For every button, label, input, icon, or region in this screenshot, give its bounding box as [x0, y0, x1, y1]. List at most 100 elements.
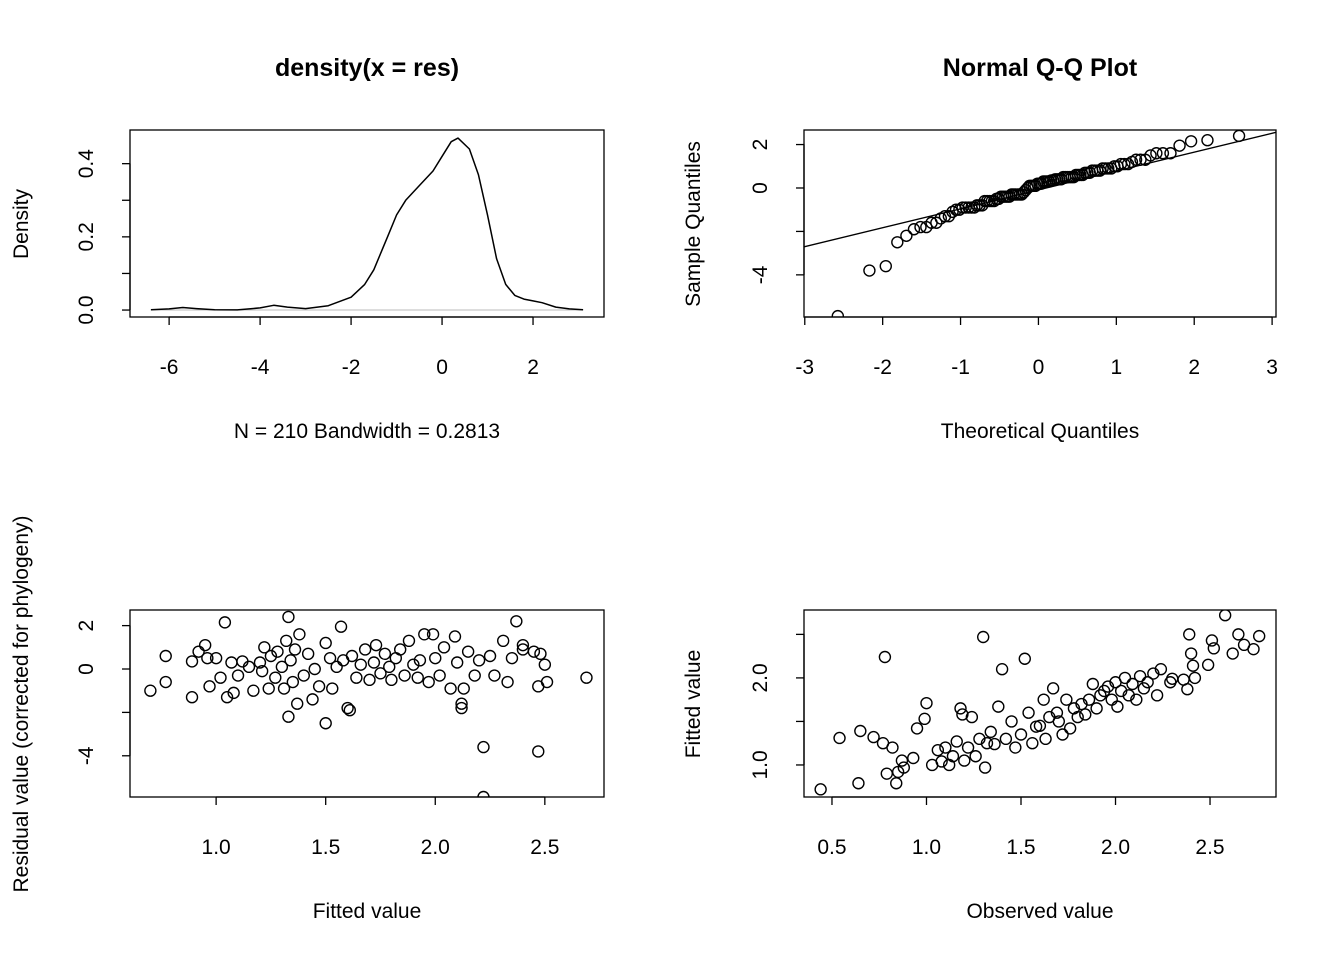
qq-x-tick-label: -2 — [873, 356, 892, 379]
residual-point — [457, 682, 470, 695]
fitted-x-tick-label: 1.0 — [912, 836, 941, 859]
residual-point — [468, 669, 481, 682]
residual-point — [426, 628, 440, 641]
residual-point — [293, 628, 306, 641]
fitted-point — [976, 630, 990, 644]
residual-point — [282, 710, 295, 723]
residual-point — [343, 704, 356, 717]
residual-point — [301, 647, 315, 661]
qq-point — [1164, 147, 1177, 160]
fitted-point — [890, 777, 903, 790]
residual-point — [527, 645, 541, 658]
fitted-ylabel: Fitted value — [682, 650, 705, 759]
residual-point — [580, 671, 593, 684]
residual-point — [258, 641, 271, 654]
residual-point — [385, 673, 398, 687]
fitted-point — [1086, 677, 1100, 691]
qq-point — [1201, 134, 1214, 147]
residual-point — [319, 717, 332, 730]
residual-point — [383, 660, 396, 674]
residual-point — [247, 684, 260, 697]
qq-point — [1184, 135, 1198, 148]
residual-x-tick-label: 2.0 — [421, 836, 450, 859]
fitted-point — [1050, 706, 1064, 719]
residual-point — [422, 675, 435, 689]
fitted-point — [1166, 672, 1179, 685]
fitted-point — [880, 767, 893, 780]
fitted-point — [910, 722, 924, 735]
qq-point — [1099, 162, 1112, 175]
fitted-point — [1118, 671, 1132, 685]
residual-point — [354, 658, 367, 671]
fitted-point — [1052, 715, 1066, 728]
qq-point — [1173, 139, 1186, 152]
density-x-tick-label: 2 — [527, 356, 539, 379]
residual-point — [393, 643, 407, 656]
qq-point — [907, 223, 921, 236]
qq-panel: -3 -2 -1 0 1 2 3 2 0 -4 — [749, 129, 1278, 379]
density-y-tick-label: 0.0 — [75, 295, 98, 324]
fitted-point — [1183, 628, 1196, 641]
fitted-point — [1205, 634, 1219, 647]
fitted-point — [1018, 652, 1031, 665]
fitted-point — [1154, 662, 1168, 676]
fitted-point — [984, 725, 997, 739]
residual-point — [450, 656, 464, 669]
fitted-marks — [814, 610, 1266, 796]
residual-point — [437, 641, 451, 654]
qq-x-tick-label: 0 — [1033, 356, 1045, 379]
residual-point — [225, 656, 238, 669]
residual-point — [496, 634, 510, 648]
fitted-point — [1218, 610, 1232, 622]
residual-point — [367, 656, 381, 669]
fitted-point — [1207, 642, 1221, 655]
residual-point — [282, 610, 295, 624]
qq-y-tick-label: -4 — [749, 265, 772, 284]
fitted-point — [1009, 741, 1022, 754]
fitted-point — [833, 731, 846, 745]
residual-point — [253, 656, 267, 669]
residual-point — [201, 651, 214, 665]
fitted-point — [961, 741, 975, 754]
residual-point — [312, 680, 326, 693]
residual-point — [319, 636, 332, 650]
qq-point — [953, 203, 966, 216]
residual-ylabel: Residual value (corrected for phylogeny) — [10, 515, 33, 892]
residual-point — [501, 675, 514, 689]
fitted-point — [1056, 728, 1069, 741]
residual-point — [334, 620, 348, 633]
density-curve — [150, 137, 584, 311]
residual-point — [218, 616, 232, 629]
residual-y-tick-label: 2 — [75, 620, 98, 632]
qq-point — [1093, 164, 1107, 177]
fitted-point — [1188, 671, 1202, 685]
residual-point — [534, 647, 547, 661]
residual-point — [418, 628, 431, 641]
fitted-point — [965, 710, 979, 724]
fitted-point — [1201, 658, 1215, 672]
fitted-point — [920, 696, 933, 710]
fitted-point — [1037, 693, 1050, 706]
residual-point — [374, 667, 387, 680]
qq-point — [942, 210, 956, 223]
fitted-point — [897, 761, 911, 774]
qq-point — [914, 220, 927, 234]
qq-point — [949, 203, 963, 216]
residual-y-tick-label: -4 — [75, 746, 98, 765]
residual-point — [532, 745, 545, 758]
qq-point — [831, 309, 845, 317]
residual-point — [363, 673, 376, 687]
fitted-point — [854, 724, 867, 738]
residual-point — [192, 645, 205, 658]
residual-point — [185, 691, 199, 704]
fitted-point — [1082, 693, 1096, 706]
qq-point — [863, 264, 876, 277]
residual-point — [483, 649, 497, 663]
density-plot-box — [129, 129, 605, 318]
residual-point — [323, 651, 337, 665]
residual-point — [203, 680, 216, 693]
qq-y-tick-label: 2 — [749, 139, 772, 151]
fitted-y-tick-label: 2.0 — [749, 663, 772, 692]
qq-point — [959, 201, 972, 214]
